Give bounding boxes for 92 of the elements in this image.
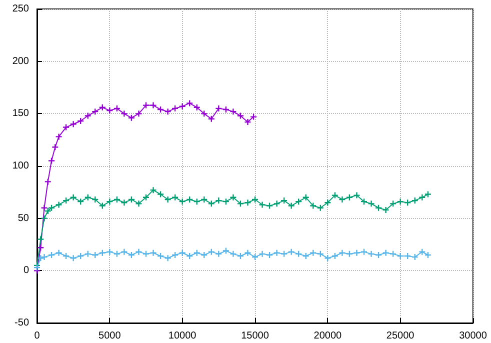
point bbox=[143, 102, 149, 108]
point bbox=[230, 194, 236, 200]
x-tick-label: 25000 bbox=[386, 330, 415, 342]
point bbox=[250, 114, 257, 120]
point bbox=[70, 121, 76, 128]
y-tick-label: 250 bbox=[12, 4, 30, 14]
point bbox=[38, 236, 44, 242]
point bbox=[266, 202, 273, 209]
y-tick-label: 0 bbox=[23, 265, 30, 276]
point bbox=[56, 134, 62, 140]
point bbox=[70, 194, 76, 200]
point bbox=[150, 187, 156, 194]
point bbox=[164, 196, 171, 202]
point bbox=[136, 248, 142, 255]
point bbox=[397, 198, 404, 205]
point bbox=[339, 196, 346, 202]
point bbox=[179, 198, 186, 205]
point bbox=[41, 254, 48, 260]
point bbox=[237, 200, 244, 207]
y-tick-label: -50 bbox=[14, 318, 30, 328]
point bbox=[259, 202, 266, 208]
point bbox=[332, 192, 338, 198]
point bbox=[216, 105, 222, 112]
point bbox=[48, 158, 55, 164]
point bbox=[230, 250, 236, 257]
point bbox=[164, 255, 171, 262]
point bbox=[354, 250, 360, 256]
point bbox=[99, 202, 106, 209]
point bbox=[382, 250, 389, 256]
point bbox=[41, 204, 48, 211]
point bbox=[201, 110, 208, 117]
point bbox=[208, 248, 214, 255]
point bbox=[121, 248, 128, 255]
point bbox=[179, 250, 186, 256]
point bbox=[368, 250, 374, 257]
point bbox=[424, 191, 431, 198]
point bbox=[310, 202, 316, 209]
point bbox=[63, 124, 70, 130]
point bbox=[390, 200, 396, 207]
point bbox=[106, 108, 113, 114]
point bbox=[106, 248, 113, 255]
point bbox=[84, 112, 91, 119]
point bbox=[259, 250, 266, 257]
point bbox=[150, 250, 156, 256]
point bbox=[121, 110, 128, 117]
point bbox=[216, 250, 222, 257]
point bbox=[56, 250, 62, 256]
point bbox=[419, 248, 426, 255]
y-tick-label: 200 bbox=[12, 56, 30, 67]
x-tick-label: 10000 bbox=[168, 330, 197, 342]
point bbox=[216, 198, 222, 204]
point bbox=[208, 200, 214, 207]
point bbox=[222, 248, 229, 254]
point bbox=[354, 192, 360, 198]
y-tick-label: 50 bbox=[18, 212, 30, 224]
point bbox=[274, 200, 280, 207]
point bbox=[106, 198, 113, 205]
point bbox=[274, 250, 280, 256]
point bbox=[158, 191, 164, 198]
x-tick-label: 20000 bbox=[314, 330, 342, 342]
x-tick-label: 15000 bbox=[241, 330, 270, 342]
x-tick-label: 0 bbox=[34, 330, 40, 342]
point bbox=[324, 255, 331, 262]
y-tick-label: 150 bbox=[12, 108, 30, 120]
point bbox=[244, 200, 251, 206]
point bbox=[56, 202, 62, 208]
point bbox=[237, 112, 244, 119]
point bbox=[382, 206, 389, 213]
point bbox=[397, 253, 404, 260]
x-tick-label: 5000 bbox=[98, 330, 122, 342]
point bbox=[288, 248, 294, 255]
point bbox=[368, 200, 374, 207]
point bbox=[70, 255, 76, 262]
point bbox=[186, 100, 193, 106]
point bbox=[324, 200, 331, 206]
point bbox=[44, 178, 51, 185]
point bbox=[339, 250, 346, 256]
point bbox=[121, 200, 128, 206]
point bbox=[244, 250, 251, 256]
x-tick-label: 30000 bbox=[459, 330, 488, 342]
point bbox=[164, 108, 171, 115]
point bbox=[361, 248, 367, 255]
point bbox=[136, 110, 142, 117]
y-tick-label: 100 bbox=[12, 160, 30, 172]
point bbox=[230, 108, 236, 115]
point bbox=[244, 119, 251, 126]
point bbox=[179, 103, 186, 110]
point bbox=[52, 144, 58, 150]
point bbox=[136, 200, 142, 207]
point bbox=[150, 102, 156, 108]
point bbox=[41, 215, 48, 222]
point bbox=[288, 202, 294, 209]
